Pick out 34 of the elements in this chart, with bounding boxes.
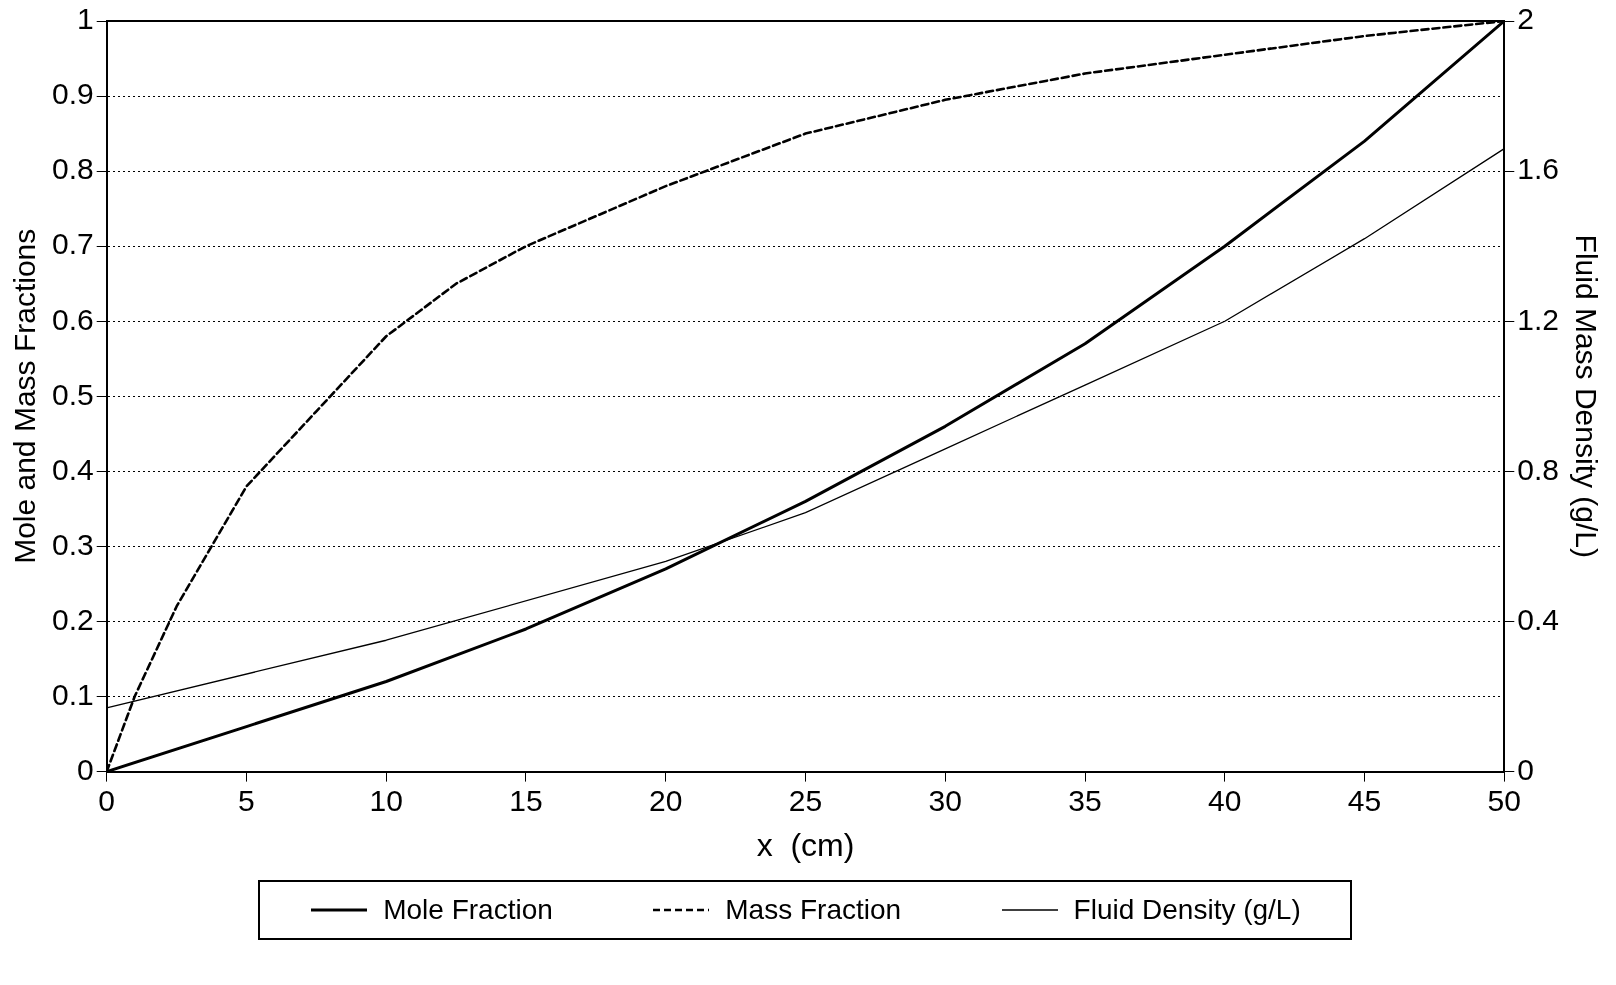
- x-tick-label: 0: [98, 783, 116, 817]
- y-tick-label: 0.6: [51, 302, 94, 336]
- x-tick-label: 35: [1068, 783, 1102, 817]
- x-tick-label: 10: [369, 783, 403, 817]
- y2-tick-label: 1.2: [1517, 302, 1560, 336]
- x-tick-label: 20: [649, 783, 683, 817]
- x-tick-label: 5: [238, 783, 255, 817]
- y-tick-label: 0.2: [51, 602, 94, 636]
- legend-label: Mass Fraction: [725, 894, 902, 926]
- y-axis-title: Mole and Mass Fractions: [8, 228, 42, 564]
- legend-label: Mole Fraction: [383, 894, 553, 926]
- y2-tick-label: 0: [1517, 752, 1534, 786]
- y2-tick-label: 0.4: [1517, 602, 1560, 636]
- y-tick-label: 0.8: [51, 152, 94, 186]
- y2-tick-label: 0.8: [1517, 452, 1560, 486]
- x-tick-label: 30: [928, 783, 962, 817]
- y-tick-label: 0: [77, 752, 94, 786]
- x-tick-label: 50: [1487, 783, 1521, 817]
- legend-label: Fluid Density (g/L): [1073, 894, 1301, 926]
- y-tick-label: 0.5: [51, 377, 94, 411]
- x-tick-label: 45: [1347, 783, 1382, 817]
- y-tick-label: 0.7: [51, 227, 94, 261]
- y-tick-label: 1: [77, 2, 94, 36]
- y-tick-label: 0.4: [51, 452, 94, 486]
- y2-axis-title: Fluid Mass Density (g/L): [1569, 234, 1603, 559]
- x-axis-title: x (cm): [756, 826, 855, 863]
- y2-tick-label: 2: [1517, 2, 1534, 36]
- x-tick-label: 40: [1208, 783, 1242, 817]
- x-tick-label: 25: [788, 783, 823, 817]
- y-tick-label: 0.1: [51, 677, 94, 711]
- x-tick-label: 15: [509, 783, 543, 817]
- y2-tick-label: 1.6: [1517, 152, 1560, 186]
- y-tick-label: 0.9: [51, 77, 94, 111]
- y-tick-label: 0.3: [51, 527, 94, 561]
